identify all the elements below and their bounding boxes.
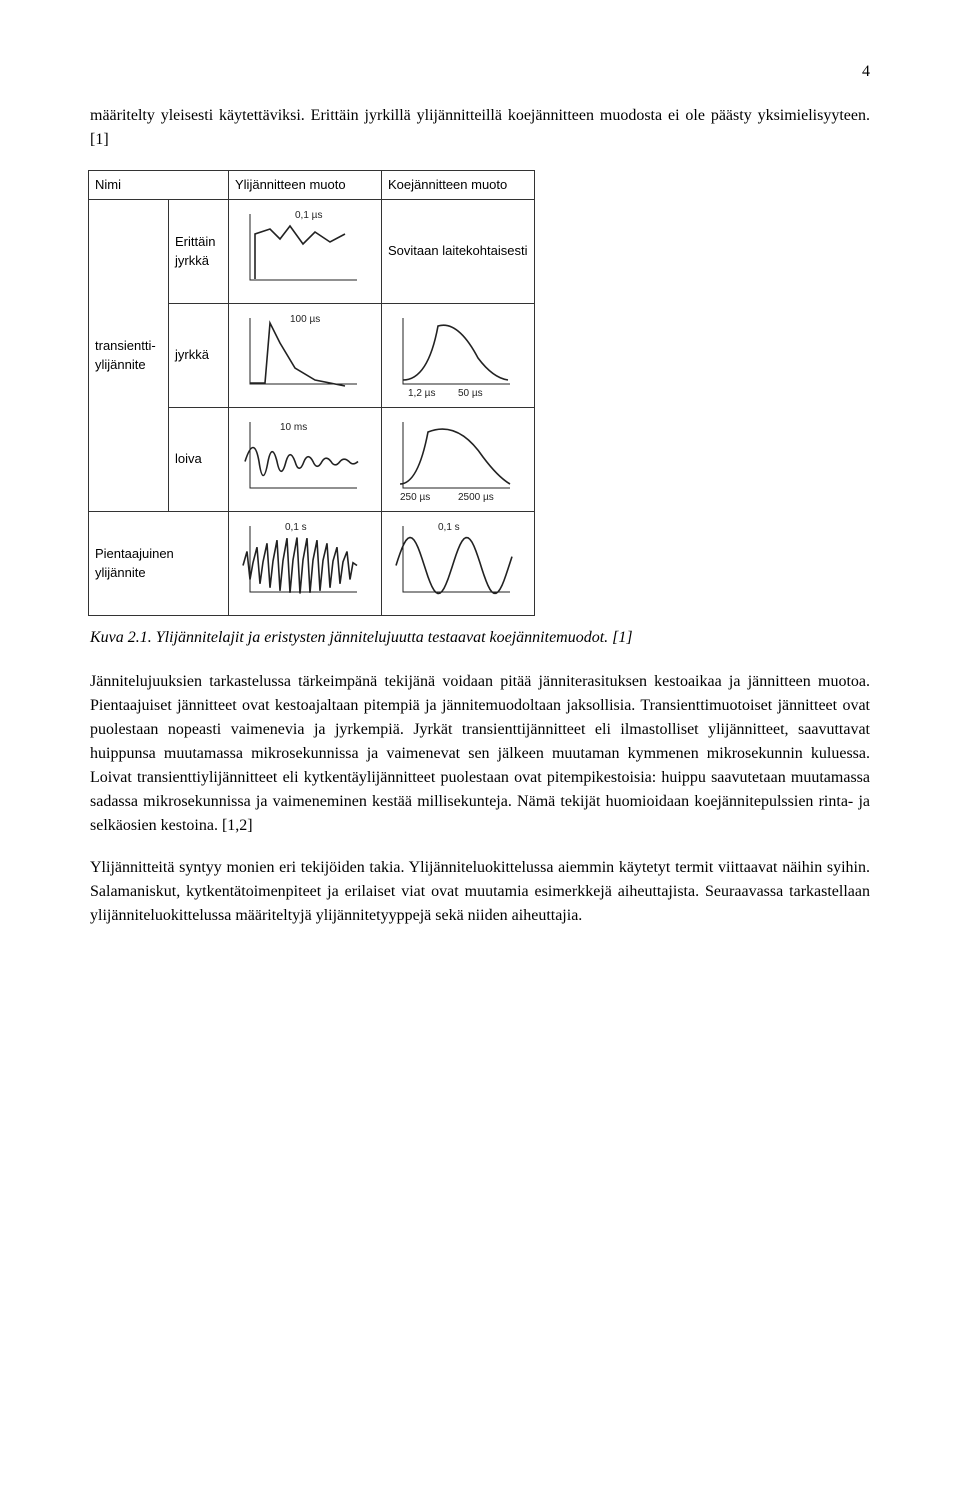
- col-header-testvoltage-shape: Koejännitteen muoto: [382, 171, 535, 200]
- figure-table-container: NimiYlijännitteen muotoKoejännitteen muo…: [90, 170, 870, 616]
- table-row: transientti-ylijänniteErittäin jyrkkä0,1…: [89, 199, 535, 303]
- overvoltage-waveform-cell: 0,1 µs: [229, 199, 382, 303]
- overvoltage-waveform-cell: 0,1 s: [229, 511, 382, 615]
- overvoltage-waveform-cell: 100 µs: [229, 303, 382, 407]
- col-header-name: Nimi: [89, 171, 229, 200]
- overvoltage-waveform-cell: 10 ms: [229, 407, 382, 511]
- row-name-cell: Erittäin jyrkkä: [169, 199, 229, 303]
- paragraph-1: määritelty yleisesti käytettäviksi. Erit…: [90, 104, 870, 152]
- page-number: 4: [90, 60, 870, 84]
- row-name-cell: jyrkkä: [169, 303, 229, 407]
- row-name-cell: loiva: [169, 407, 229, 511]
- testvoltage-waveform-cell: 250 µs2500 µs: [382, 407, 535, 511]
- figure-caption: Kuva 2.1. Ylijännitelajit ja eristysten …: [90, 626, 870, 650]
- paragraph-2: Jännitelujuuksien tarkastelussa tärkeimp…: [90, 670, 870, 838]
- category-cell: Pientaajuinen ylijännite: [89, 511, 229, 615]
- col-header-overvoltage-shape: Ylijännitteen muoto: [229, 171, 382, 200]
- figure-table: NimiYlijännitteen muotoKoejännitteen muo…: [88, 170, 535, 616]
- table-row: Pientaajuinen ylijännite0,1 s0,1 s: [89, 511, 535, 615]
- testvoltage-note-cell: Sovitaan laitekohtaisesti: [382, 199, 535, 303]
- category-cell: transientti-ylijännite: [89, 199, 169, 511]
- testvoltage-waveform-cell: 1,2 µs50 µs: [382, 303, 535, 407]
- paragraph-3: Ylijännitteitä syntyy monien eri tekijöi…: [90, 856, 870, 928]
- testvoltage-waveform-cell: 0,1 s: [382, 511, 535, 615]
